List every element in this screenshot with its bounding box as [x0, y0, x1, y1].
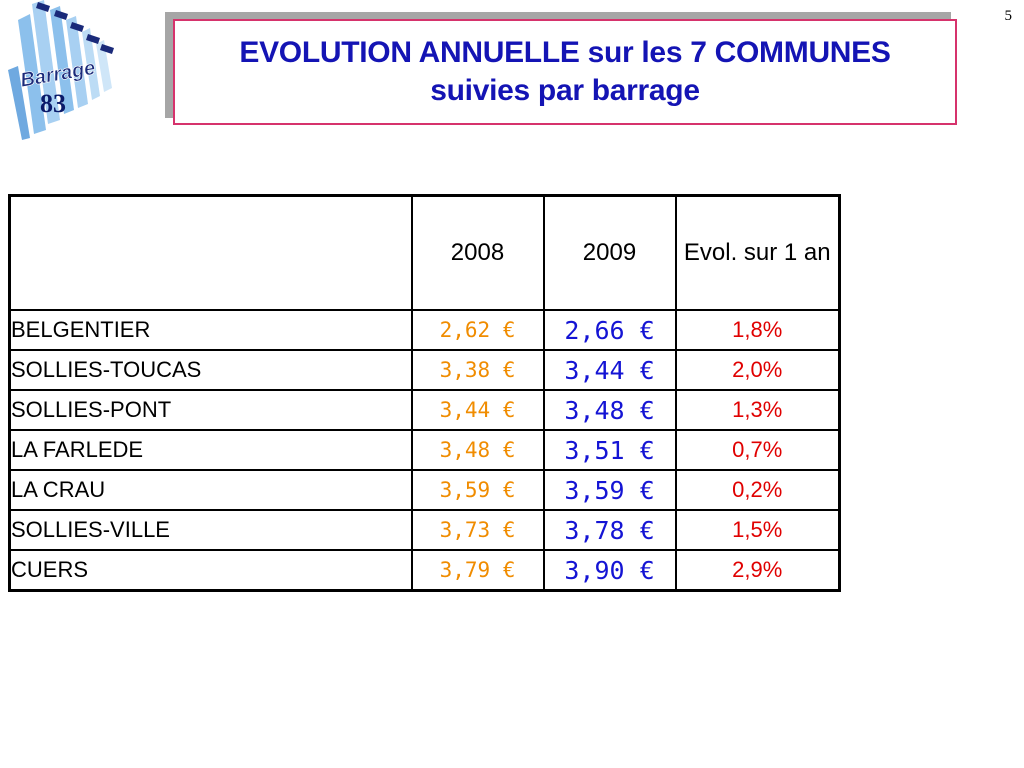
commune-name: SOLLIES-TOUCAS [8, 349, 413, 391]
logo-dark-ticks [36, 2, 114, 54]
price-2008: 3,73 € [410, 509, 545, 551]
evolution-percent: 2,9% [674, 549, 841, 592]
price-2009: 3,78 € [542, 509, 677, 551]
evolution-percent: 0,7% [674, 429, 841, 471]
price-2008: 3,79 € [410, 549, 545, 592]
evolution-percent: 1,5% [674, 509, 841, 551]
price-2009: 3,90 € [542, 549, 677, 592]
price-2008: 3,48 € [410, 429, 545, 471]
price-2008: 3,59 € [410, 469, 545, 511]
commune-name: SOLLIES-PONT [8, 389, 413, 431]
logo-blue-bars [8, 0, 112, 140]
header-2008: 2008 [410, 194, 545, 311]
evolution-percent: 1,3% [674, 389, 841, 431]
header-evolution: Evol. sur 1 an [674, 194, 841, 311]
commune-name: CUERS [8, 549, 413, 592]
table-row: CUERS 3,79 € 3,90 € 2,9% [8, 549, 841, 592]
price-2009: 3,59 € [542, 469, 677, 511]
evolution-percent: 0,2% [674, 469, 841, 511]
price-2008: 3,38 € [410, 349, 545, 391]
price-evolution-table: 2008 2009 Evol. sur 1 an BELGENTIER 2,62… [8, 194, 841, 592]
title-line-1: EVOLUTION ANNUELLE sur les 7 COMMUNES [239, 36, 891, 69]
commune-name: LA FARLEDE [8, 429, 413, 471]
table-row: BELGENTIER 2,62 € 2,66 € 1,8% [8, 309, 841, 351]
table-header-row: 2008 2009 Evol. sur 1 an [8, 194, 841, 311]
price-2008: 3,44 € [410, 389, 545, 431]
price-2009: 3,51 € [542, 429, 677, 471]
table-row: SOLLIES-VILLE 3,73 € 3,78 € 1,5% [8, 509, 841, 551]
commune-name: SOLLIES-VILLE [8, 509, 413, 551]
title-line-2: suivies par barrage [430, 74, 700, 107]
header-commune [8, 194, 413, 311]
header-2009: 2009 [542, 194, 677, 311]
price-2008: 2,62 € [410, 309, 545, 351]
commune-name: LA CRAU [8, 469, 413, 511]
table-row: LA FARLEDE 3,48 € 3,51 € 0,7% [8, 429, 841, 471]
table-row: SOLLIES-PONT 3,44 € 3,48 € 1,3% [8, 389, 841, 431]
evolution-percent: 2,0% [674, 349, 841, 391]
barrage-83-logo: Barrage 83 [8, 0, 114, 140]
price-2009: 3,48 € [542, 389, 677, 431]
logo-number: 83 [40, 89, 66, 118]
title-box: EVOLUTION ANNUELLE sur les 7 COMMUNES su… [173, 19, 957, 125]
table-row: SOLLIES-TOUCAS 3,38 € 3,44 € 2,0% [8, 349, 841, 391]
evolution-percent: 1,8% [674, 309, 841, 351]
commune-name: BELGENTIER [8, 309, 413, 351]
price-2009: 2,66 € [542, 309, 677, 351]
price-2009: 3,44 € [542, 349, 677, 391]
page-number: 5 [1004, 8, 1013, 24]
table-row: LA CRAU 3,59 € 3,59 € 0,2% [8, 469, 841, 511]
